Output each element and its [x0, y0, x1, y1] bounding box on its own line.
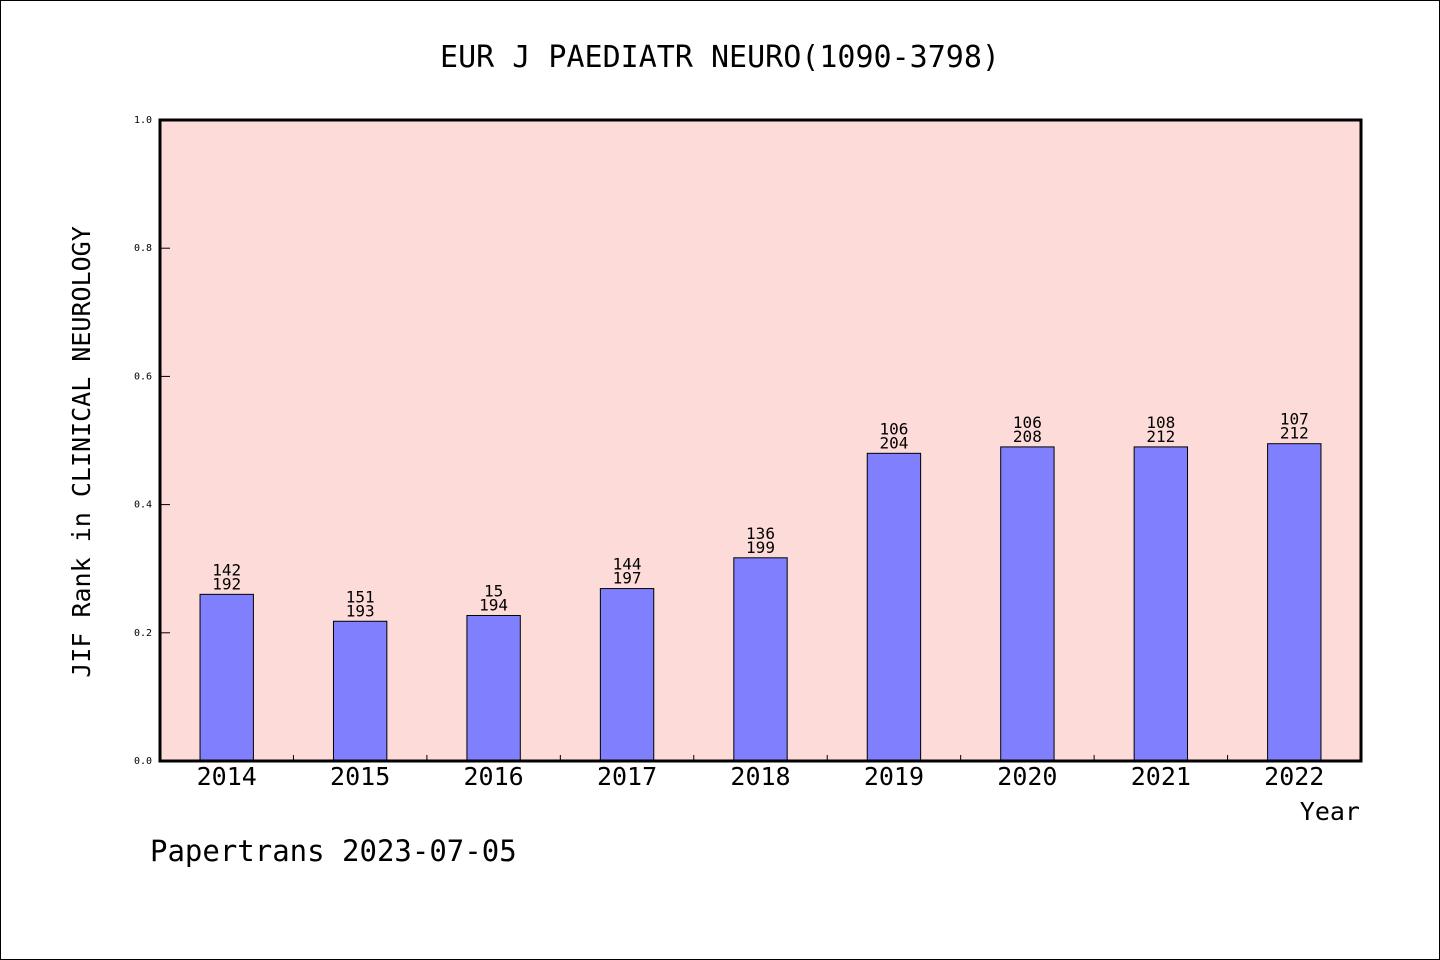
- total-label-2018: 199: [746, 538, 775, 557]
- bars-group: [199, 443, 1322, 762]
- y-axis-label: JIF Rank in CLINICAL NEUROLOGY: [67, 226, 96, 678]
- bar-2018: [733, 557, 788, 762]
- x-tick-label-2016: 2016: [464, 762, 524, 791]
- rank-label-2017: 144: [613, 555, 642, 574]
- bar-2016: [466, 614, 521, 762]
- rank-label-2022: 107: [1280, 410, 1309, 429]
- total-label-2022: 212: [1280, 424, 1309, 443]
- rank-label-2020: 106: [1013, 413, 1042, 432]
- total-label-2020: 208: [1013, 427, 1042, 446]
- y-tick-label-0.0: 0.0: [134, 756, 152, 767]
- x-tick-label-2019: 2019: [864, 762, 924, 791]
- total-label-2017: 197: [613, 569, 642, 588]
- rank-label-2018: 136: [746, 524, 775, 543]
- bar-2019: [866, 452, 922, 762]
- x-tick-label-2015: 2015: [330, 762, 390, 791]
- bar-2021: [1133, 446, 1189, 762]
- x-tick-label-2014: 2014: [197, 762, 257, 791]
- total-label-2019: 204: [879, 433, 908, 452]
- x-tick-label-2018: 2018: [730, 762, 790, 791]
- total-label-2014: 192: [212, 574, 241, 593]
- rank-label-2015: 151: [346, 587, 375, 606]
- total-label-2016: 194: [479, 595, 508, 614]
- bar-2017: [599, 588, 655, 762]
- x-tick-label-2021: 2021: [1131, 762, 1191, 791]
- total-label-2015: 193: [346, 601, 375, 620]
- x-tick-label-2017: 2017: [597, 762, 657, 791]
- bar-2022: [1267, 443, 1322, 762]
- plot-border: [158, 118, 1363, 763]
- y-tick-label-0.4: 0.4: [134, 500, 152, 511]
- rank-label-2019: 106: [879, 419, 908, 438]
- bar-2020: [1000, 446, 1055, 762]
- y-tick-label-0.6: 0.6: [134, 371, 152, 382]
- y-tick-label-0.8: 0.8: [134, 243, 152, 254]
- x-axis-ticks: 2014 2015 2016 2017 2018 2019 2020 2021 2022: [197, 755, 1324, 791]
- chart-title: EUR J PAEDIATR NEURO(1090-3798): [440, 40, 1000, 75]
- x-tick-label-2022: 2022: [1264, 762, 1324, 791]
- total-label-2021: 212: [1146, 427, 1175, 446]
- bar-2015: [332, 620, 388, 762]
- rank-label-2016: 15: [484, 581, 503, 600]
- footer-credit: Papertrans 2023-07-05: [150, 834, 517, 868]
- y-tick-label-0.2: 0.2: [134, 628, 152, 639]
- x-axis-label: Year: [1300, 797, 1360, 826]
- y-tick-label-1.0: 1.0: [134, 115, 152, 126]
- rank-label-2014: 142: [212, 560, 241, 579]
- rank-label-2021: 108: [1146, 413, 1175, 432]
- x-tick-label-2020: 2020: [997, 762, 1057, 791]
- bar-2014: [199, 593, 254, 762]
- bar-labels-group: 1421921511931519414419713619910620410620…: [212, 410, 1308, 621]
